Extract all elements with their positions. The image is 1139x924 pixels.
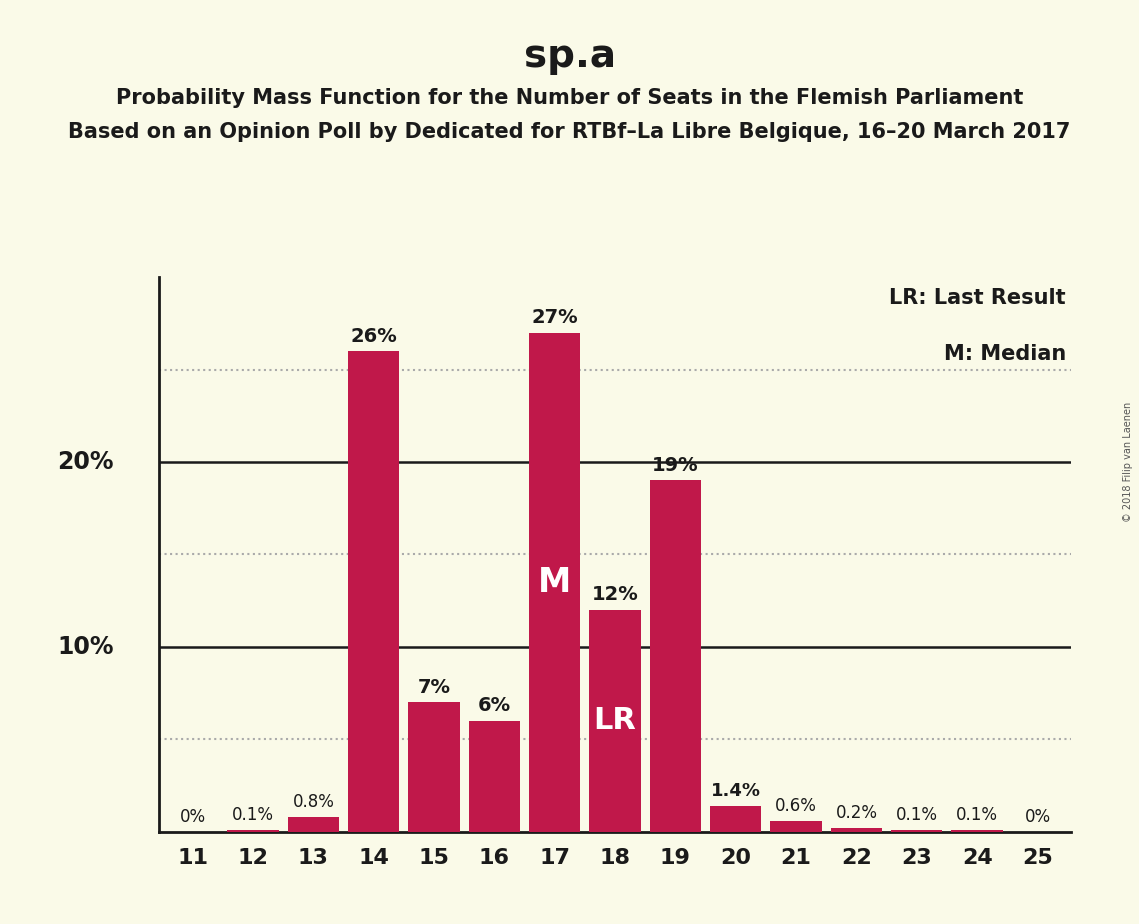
Bar	[589, 610, 641, 832]
Text: M: Median: M: Median	[944, 344, 1066, 364]
Text: Based on an Opinion Poll by Dedicated for RTBf–La Libre Belgique, 16–20 March 20: Based on an Opinion Poll by Dedicated fo…	[68, 122, 1071, 142]
Text: 0.1%: 0.1%	[232, 807, 274, 824]
Text: Probability Mass Function for the Number of Seats in the Flemish Parliament: Probability Mass Function for the Number…	[116, 88, 1023, 108]
Text: 0%: 0%	[180, 808, 206, 826]
Text: sp.a: sp.a	[524, 37, 615, 75]
Bar	[409, 702, 460, 832]
Text: 10%: 10%	[57, 635, 114, 659]
Text: 0%: 0%	[1024, 808, 1050, 826]
Bar	[770, 821, 821, 832]
Text: 0.1%: 0.1%	[956, 807, 998, 824]
Bar	[469, 721, 521, 832]
Text: 7%: 7%	[418, 677, 451, 697]
Text: LR: LR	[593, 706, 637, 736]
Text: 6%: 6%	[477, 696, 511, 715]
Bar	[530, 333, 581, 832]
Text: 12%: 12%	[591, 585, 639, 604]
Text: 27%: 27%	[532, 308, 577, 327]
Bar	[951, 830, 1002, 832]
Bar	[228, 830, 279, 832]
Bar	[349, 351, 400, 832]
Text: 0.1%: 0.1%	[895, 807, 937, 824]
Bar	[710, 806, 761, 832]
Text: LR: Last Result: LR: Last Result	[890, 288, 1066, 309]
Text: 19%: 19%	[653, 456, 698, 475]
Bar	[288, 817, 339, 832]
Bar	[830, 828, 882, 832]
Text: © 2018 Filip van Laenen: © 2018 Filip van Laenen	[1123, 402, 1133, 522]
Bar	[891, 830, 942, 832]
Text: 0.8%: 0.8%	[293, 794, 334, 811]
Text: 26%: 26%	[351, 326, 398, 346]
Text: M: M	[538, 565, 572, 599]
Text: 0.6%: 0.6%	[776, 797, 817, 815]
Text: 1.4%: 1.4%	[711, 783, 761, 800]
Text: 20%: 20%	[57, 450, 114, 474]
Text: 0.2%: 0.2%	[835, 805, 877, 822]
Bar	[649, 480, 700, 832]
